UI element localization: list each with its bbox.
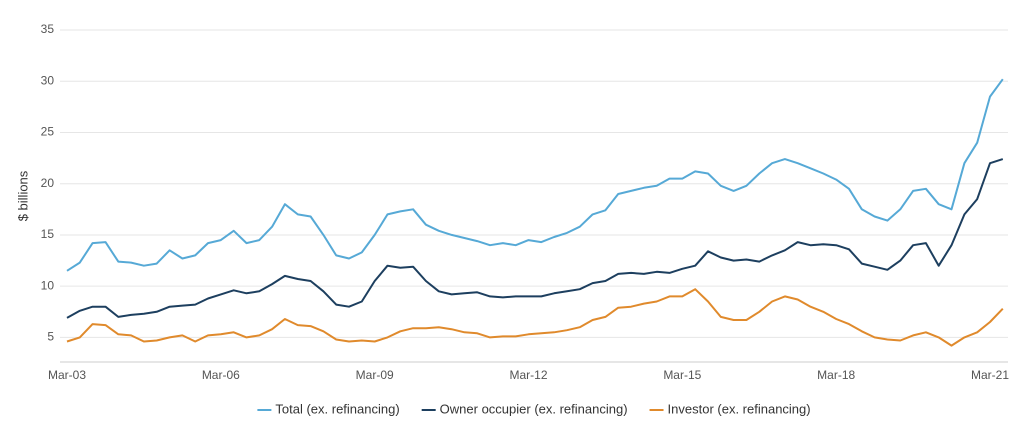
legend: Total (ex. refinancing) Owner occupier (e… xyxy=(257,401,811,416)
y-axis-label: $ billions xyxy=(15,170,30,221)
x-tick-label: Mar-03 xyxy=(48,368,86,382)
legend-label: Investor (ex. refinancing) xyxy=(668,401,811,416)
x-tick-label: Mar-06 xyxy=(202,368,240,382)
y-tick-label: 30 xyxy=(41,73,55,87)
y-tick-label: 5 xyxy=(47,330,54,344)
series-line xyxy=(66,158,1004,319)
y-tick-label: 20 xyxy=(41,176,55,190)
legend-label: Owner occupier (ex. refinancing) xyxy=(440,401,628,416)
y-tick-label: 35 xyxy=(41,22,55,36)
y-tick-label: 15 xyxy=(41,227,55,241)
series-line xyxy=(66,78,1004,272)
x-tick-label: Mar-12 xyxy=(509,368,547,382)
x-tick-label: Mar-15 xyxy=(663,368,701,382)
x-tick-label: Mar-21 xyxy=(971,368,1009,382)
x-tick-label: Mar-18 xyxy=(817,368,855,382)
series-line xyxy=(66,288,1004,347)
y-tick-label: 25 xyxy=(41,125,55,139)
x-tick-label: Mar-09 xyxy=(356,368,394,382)
y-tick-label: 10 xyxy=(41,278,55,292)
legend-label: Total (ex. refinancing) xyxy=(275,401,399,416)
